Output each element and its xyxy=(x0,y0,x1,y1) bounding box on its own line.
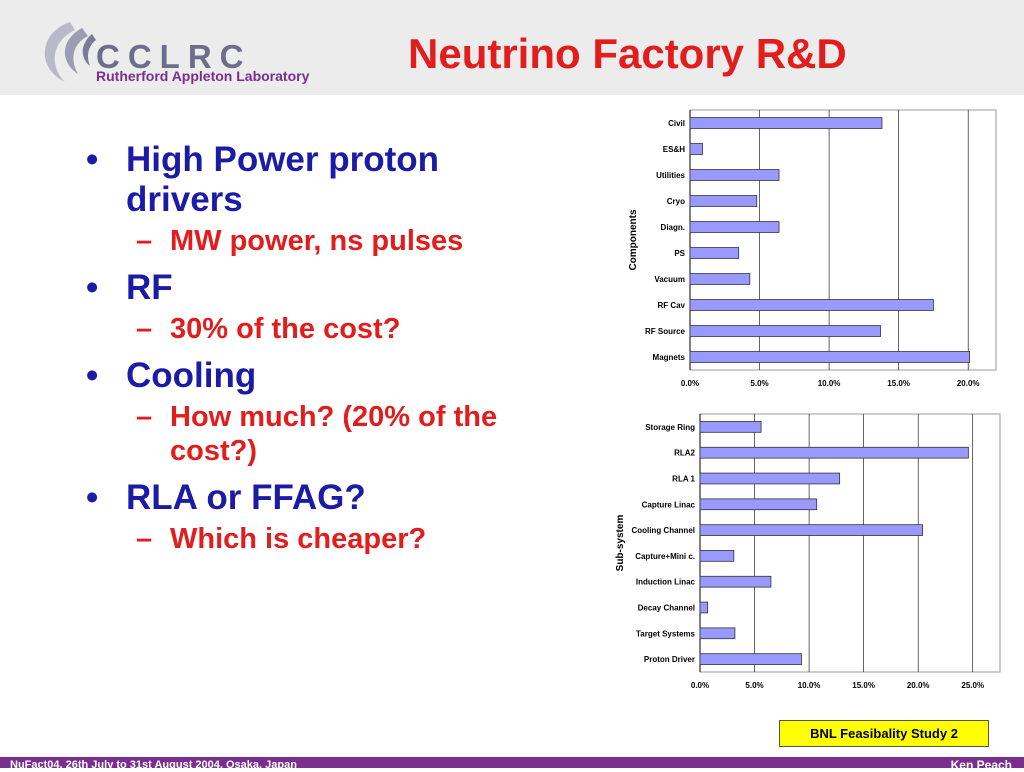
bullet-item: • RF xyxy=(86,268,173,307)
x-tick-label: 0.0% xyxy=(691,681,709,690)
footer-right-text: Ken Peach xyxy=(950,758,1012,772)
x-tick-label: 20.0% xyxy=(907,681,930,690)
x-tick-label: 25.0% xyxy=(961,681,984,690)
study-badge: BNL Feasibality Study 2 xyxy=(779,720,989,747)
category-label: PS xyxy=(674,249,685,258)
bar xyxy=(699,498,818,511)
bullet-item: • Cooling xyxy=(86,356,257,395)
bullet-text: High Power proton drivers xyxy=(126,140,440,219)
category-label: Vacuum xyxy=(654,275,685,284)
bar xyxy=(689,273,751,285)
bar xyxy=(699,550,735,562)
category-label: RLA 1 xyxy=(672,475,695,484)
bar xyxy=(699,653,802,665)
bullet-text: Cooling xyxy=(126,356,257,395)
category-label: Target Systems xyxy=(636,629,696,638)
bar xyxy=(689,351,970,363)
category-label: Capture+Mini c. xyxy=(635,552,695,561)
sub-bullet-text: 30% of the cost? xyxy=(170,313,401,345)
bar xyxy=(689,195,758,207)
subsystem-chart: 0.0% 5.0% 10.0% 15.0% 20.0% 25.0% Storage Ring… xyxy=(615,413,1001,690)
x-tick-label: 10.0% xyxy=(798,681,821,690)
bar xyxy=(699,472,841,485)
bar xyxy=(689,117,883,129)
category-label: Capture Linac xyxy=(642,500,696,509)
category-label: Magnets xyxy=(653,353,686,362)
bullet-text: RLA or FFAG? xyxy=(126,478,366,517)
bar xyxy=(699,421,762,433)
category-label: Cooling Channel xyxy=(631,526,695,535)
logo-text: CCLRC xyxy=(96,38,252,75)
bar xyxy=(699,627,736,640)
bullet-text: RF xyxy=(126,268,173,307)
sub-bullet-text: Which is cheaper? xyxy=(170,523,427,555)
sub-bullet-text: How much? (20% of the cost?) xyxy=(170,401,498,467)
category-label: Decay Channel xyxy=(638,604,695,613)
components-chart: 0.0% 5.0% 10.0% 15.0% 20.0% Civil ES&H Utilitie… xyxy=(628,109,997,388)
bar xyxy=(699,601,709,614)
category-label: Diagn. xyxy=(661,223,685,232)
header-bar: CCLRC Rutherford Appleton Laboratory Neu… xyxy=(0,0,1024,95)
bar xyxy=(689,325,881,337)
bar xyxy=(689,247,740,259)
bar xyxy=(699,524,923,536)
bullet-item: • RLA or FFAG? xyxy=(86,478,366,517)
sub-bullet-item: – How much? (20% of the cost?) xyxy=(136,401,498,467)
cclrc-logo-icon xyxy=(44,22,96,82)
category-label: RF Source xyxy=(645,327,686,336)
category-label: Utilities xyxy=(656,171,685,180)
y-axis-label: Sub-system xyxy=(615,515,626,572)
sub-bullet-item: – Which is cheaper? xyxy=(136,523,427,555)
category-label: Cryo xyxy=(667,197,685,206)
bar xyxy=(689,169,780,181)
x-tick-label: 15.0% xyxy=(852,681,875,690)
x-tick-label: 0.0% xyxy=(681,379,699,388)
logo-subtitle: Rutherford Appleton Laboratory xyxy=(96,68,310,84)
x-tick-label: 10.0% xyxy=(818,379,841,388)
footer-left-text: NuFact04, 26th July to 31st August 2004,… xyxy=(10,759,297,771)
x-tick-label: 15.0% xyxy=(887,379,910,388)
bar xyxy=(699,446,969,459)
y-axis-label: Components xyxy=(628,209,639,271)
page-title: Neutrino Factory R&D xyxy=(408,30,847,77)
bar xyxy=(689,221,780,233)
bullet-item: • High Power proton drivers xyxy=(86,140,440,219)
category-label: ES&H xyxy=(663,145,685,154)
sub-bullet-item: –30% of the cost? xyxy=(136,313,401,345)
category-label: Proton Driver xyxy=(644,655,695,664)
bar xyxy=(689,143,703,155)
bar xyxy=(689,299,934,311)
category-label: Storage Ring xyxy=(645,423,695,432)
footer-bar xyxy=(0,757,1024,768)
category-label: RF Cav xyxy=(657,301,685,310)
bar xyxy=(699,575,772,588)
x-tick-label: 5.0% xyxy=(745,681,763,690)
sub-bullet-text: MW power, ns pulses xyxy=(170,225,464,257)
sub-bullet-item: – MW power, ns pulses xyxy=(136,225,464,257)
x-tick-label: 20.0% xyxy=(957,379,980,388)
bullet-list: • High Power proton drivers – MW power, ns… xyxy=(82,140,552,566)
category-label: Induction Linac xyxy=(636,578,696,587)
category-label: Civil xyxy=(668,119,685,128)
x-tick-label: 5.0% xyxy=(750,379,768,388)
category-label: RLA2 xyxy=(674,449,695,458)
